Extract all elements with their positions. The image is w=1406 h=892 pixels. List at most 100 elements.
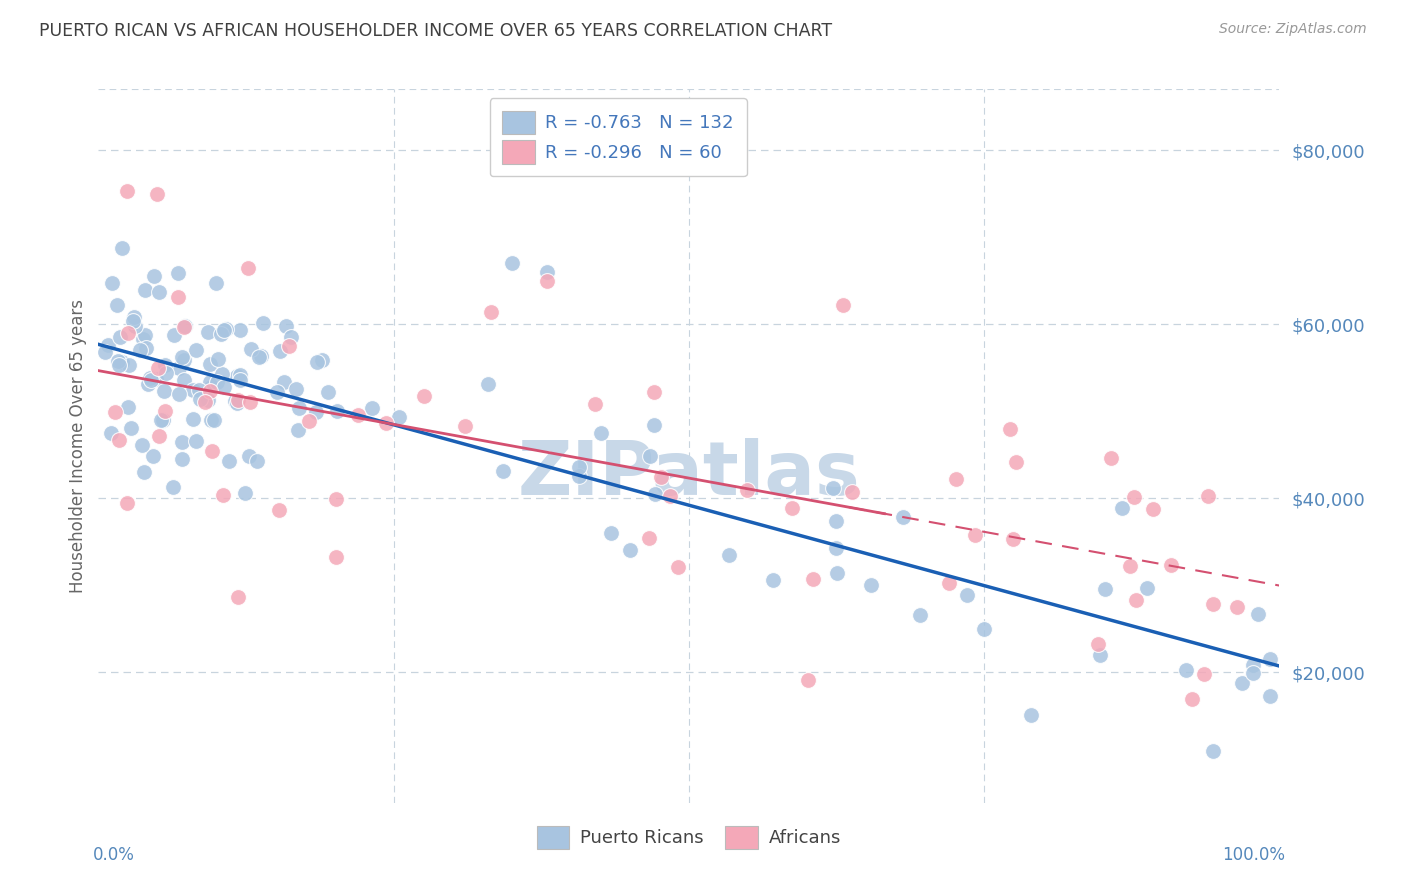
Point <box>173 374 195 388</box>
Point <box>238 394 260 409</box>
Point <box>841 485 863 500</box>
Point <box>280 330 302 344</box>
Point <box>245 454 267 468</box>
Point <box>224 394 246 409</box>
Point <box>122 314 145 328</box>
Point <box>250 349 273 363</box>
Point <box>167 266 190 280</box>
Point <box>666 560 689 574</box>
Point <box>134 328 156 343</box>
Point <box>1004 455 1026 469</box>
Point <box>346 408 368 422</box>
Point <box>823 481 845 495</box>
Point <box>1258 689 1281 703</box>
Point <box>200 413 222 427</box>
Point <box>200 357 222 371</box>
Point <box>172 350 194 364</box>
Text: Source: ZipAtlas.com: Source: ZipAtlas.com <box>1219 22 1367 37</box>
Point <box>1241 658 1264 673</box>
Point <box>1181 692 1204 706</box>
Point <box>218 454 240 468</box>
Point <box>120 421 142 435</box>
Point <box>162 327 184 342</box>
Point <box>236 260 259 275</box>
Point <box>146 360 169 375</box>
Point <box>780 500 803 515</box>
Text: 100.0%: 100.0% <box>1222 846 1285 863</box>
Point <box>194 394 217 409</box>
Point <box>860 578 883 592</box>
Point <box>827 566 849 580</box>
Point <box>141 373 163 387</box>
Point <box>181 411 204 425</box>
Point <box>1125 592 1147 607</box>
Point <box>1226 600 1249 615</box>
Point <box>413 388 436 402</box>
Point <box>963 528 986 542</box>
Point <box>1099 451 1122 466</box>
Point <box>211 488 233 502</box>
Y-axis label: Householder Income Over 65 years: Householder Income Over 65 years <box>69 299 87 593</box>
Point <box>225 396 247 410</box>
Point <box>1175 663 1198 677</box>
Point <box>1122 490 1144 504</box>
Point <box>388 409 411 424</box>
Text: ZIPatlas: ZIPatlas <box>517 438 860 511</box>
Point <box>638 531 661 545</box>
Point <box>325 491 347 506</box>
Point <box>107 433 129 447</box>
Point <box>477 377 499 392</box>
Point <box>197 326 219 340</box>
Point <box>1087 637 1109 651</box>
Point <box>153 384 176 398</box>
Point <box>568 469 591 483</box>
Point <box>122 310 145 325</box>
Point <box>269 344 291 359</box>
Point <box>198 384 221 398</box>
Point <box>1094 582 1116 597</box>
Point <box>187 383 209 397</box>
Point <box>152 413 174 427</box>
Point <box>104 405 127 419</box>
Point <box>311 353 333 368</box>
Point <box>831 298 853 312</box>
Point <box>108 358 131 372</box>
Point <box>108 329 131 343</box>
Point <box>938 576 960 591</box>
Point <box>190 392 212 406</box>
Point <box>891 510 914 524</box>
Point <box>638 449 661 463</box>
Point <box>226 393 249 408</box>
Legend: Puerto Ricans, Africans: Puerto Ricans, Africans <box>527 817 851 858</box>
Point <box>1247 607 1270 622</box>
Point <box>1197 489 1219 503</box>
Point <box>233 486 256 500</box>
Point <box>650 469 672 483</box>
Point <box>139 371 162 385</box>
Point <box>124 319 146 334</box>
Point <box>141 449 163 463</box>
Point <box>214 380 236 394</box>
Point <box>1000 422 1022 436</box>
Point <box>229 368 252 383</box>
Point <box>591 426 613 441</box>
Point <box>128 343 150 357</box>
Point <box>945 472 967 486</box>
Point <box>115 184 138 198</box>
Point <box>110 354 132 368</box>
Point <box>1111 501 1133 516</box>
Point <box>1142 501 1164 516</box>
Point <box>155 366 177 380</box>
Point <box>173 319 195 334</box>
Point <box>107 354 129 368</box>
Point <box>361 401 384 416</box>
Point <box>173 352 195 367</box>
Point <box>200 379 222 393</box>
Point <box>205 376 228 390</box>
Point <box>240 342 263 356</box>
Point <box>148 429 170 443</box>
Point <box>226 368 249 383</box>
Point <box>599 525 621 540</box>
Point <box>619 543 641 558</box>
Point <box>1194 667 1216 681</box>
